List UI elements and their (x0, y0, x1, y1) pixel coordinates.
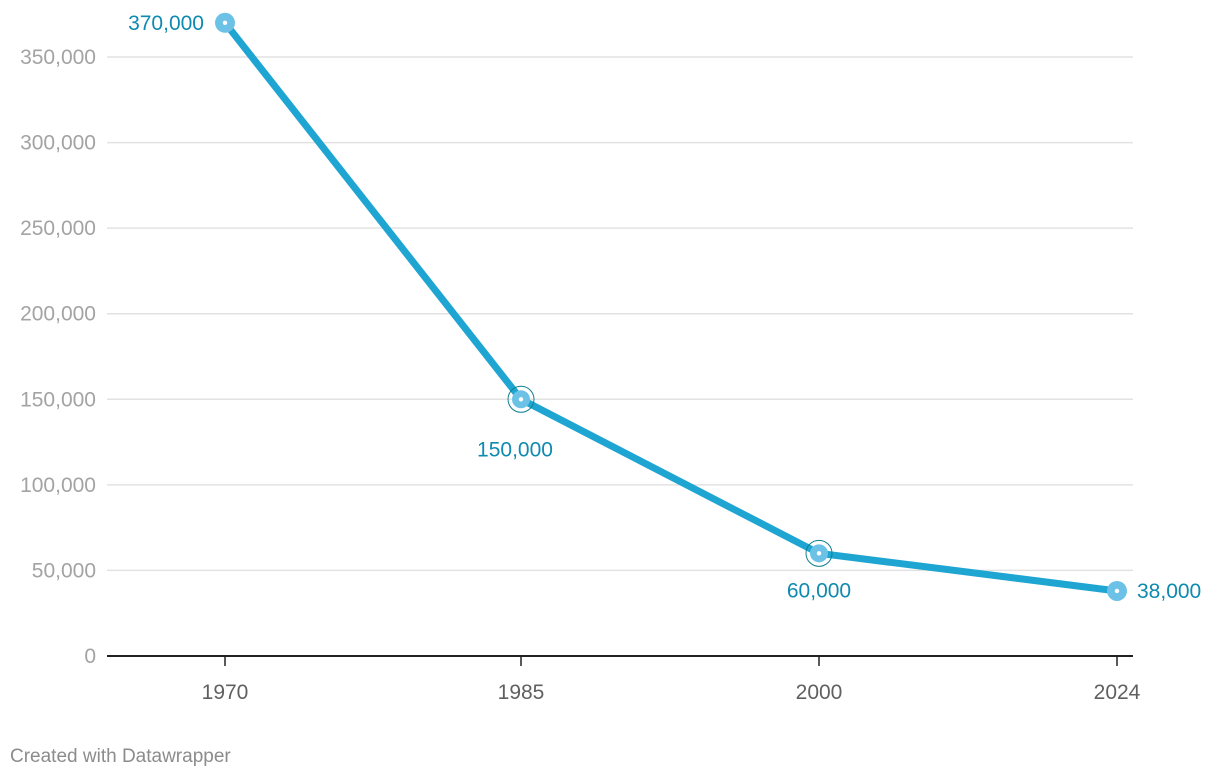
data-label: 60,000 (787, 579, 851, 602)
point-center (222, 20, 228, 25)
gridlines (107, 56, 1133, 572)
point-ring (805, 539, 833, 567)
point-center (1114, 588, 1120, 594)
y-tick-label: 300,000 (20, 132, 96, 155)
point-ring (507, 385, 535, 413)
x-axis-ticks (224, 656, 1118, 666)
data-point (507, 385, 535, 413)
y-tick-label: 200,000 (20, 303, 96, 326)
y-tick-label: 0 (84, 645, 96, 668)
series-line (221, 19, 1121, 595)
y-axis-labels: 0 50,000 100,000 150,000 200,000 250,000 300,0… (20, 46, 96, 668)
series-layer (221, 19, 1121, 595)
x-tick-label: 2024 (1094, 681, 1141, 704)
y-tick-label: 100,000 (20, 474, 96, 497)
data-label: 150,000 (477, 438, 553, 461)
x-tick-label: 1985 (498, 681, 545, 704)
x-tick-label: 2000 (796, 681, 843, 704)
point-center (518, 397, 524, 402)
data-points (215, 12, 1127, 601)
data-point (1107, 580, 1127, 601)
y-tick-label: 50,000 (32, 559, 96, 582)
x-axis-labels: 1970 1985 2000 2024 (202, 681, 1141, 704)
data-label: 370,000 (128, 12, 204, 35)
footer-credit: Created with Datawrapper (10, 746, 231, 767)
data-labels: 370,000 150,000 60,000 38,000 (128, 12, 1201, 603)
x-tick-label: 1970 (202, 681, 249, 704)
y-tick-label: 150,000 (20, 388, 96, 411)
data-point (805, 539, 833, 567)
data-point (215, 12, 235, 33)
y-tick-label: 350,000 (20, 46, 96, 69)
y-tick-label: 250,000 (20, 217, 96, 240)
data-label: 38,000 (1137, 580, 1201, 603)
point-center (816, 551, 822, 556)
